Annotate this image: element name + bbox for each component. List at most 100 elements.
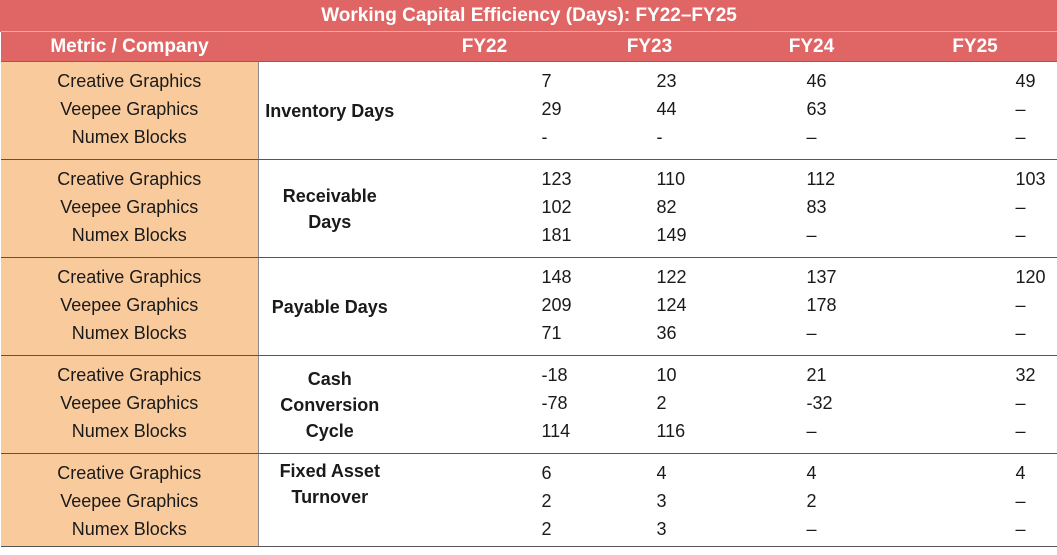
value: – [806, 421, 817, 441]
header-blank [258, 31, 401, 62]
company-name: Veepee Graphics [60, 197, 199, 217]
table-body: Creative Graphics Veepee Graphics Numex Bl… [0, 61, 1057, 547]
value: – [806, 323, 817, 343]
value: – [1015, 225, 1026, 245]
company-name: Veepee Graphics [60, 295, 199, 315]
value: – [806, 519, 817, 539]
metric-name: Payable Days [258, 257, 401, 356]
company-name: Numex Blocks [71, 519, 187, 539]
value: 63 [806, 99, 827, 119]
value-cell-fy24: 137 178 – [730, 257, 893, 356]
value: 123 [541, 169, 572, 189]
value: 120 [1015, 267, 1046, 287]
value: – [806, 127, 817, 147]
header-fy22: FY22 [400, 31, 569, 62]
value: 114 [541, 421, 571, 441]
value: -18 [541, 365, 568, 385]
value-cell-fy25: 103 – – [892, 159, 1057, 258]
value: – [1015, 393, 1026, 413]
value: 181 [541, 225, 572, 245]
value: – [1015, 197, 1026, 217]
value-cell-fy24: 112 83 – [730, 159, 893, 258]
value: 3 [656, 519, 667, 539]
value: 29 [541, 99, 562, 119]
company-name: Creative Graphics [57, 463, 202, 483]
value: 124 [656, 295, 687, 315]
value-cell-fy24: 4 2 – [730, 453, 893, 547]
value: 2 [806, 491, 817, 511]
value: – [1015, 519, 1026, 539]
value: 49 [1015, 71, 1036, 91]
table-row: Creative Graphics Veepee Graphics Numex Bl… [0, 61, 1057, 160]
value: 3 [656, 491, 667, 511]
value: – [1015, 491, 1026, 511]
company-names-cell: Creative Graphics Veepee Graphics Numex Bl… [0, 257, 259, 356]
value-cell-fy25: 49 – – [892, 61, 1057, 160]
value: 148 [541, 267, 572, 287]
value: 82 [656, 197, 677, 217]
value: 110 [656, 169, 686, 189]
value-cell-fy23: 122 124 36 [568, 257, 731, 356]
value: 2 [541, 491, 552, 511]
value: – [806, 225, 817, 245]
value: -32 [806, 393, 833, 413]
value: 32 [1015, 365, 1036, 385]
value: - [656, 127, 663, 147]
value: 83 [806, 197, 827, 217]
company-name: Numex Blocks [71, 127, 187, 147]
value-cell-fy23: 4 3 3 [568, 453, 731, 547]
value: 122 [656, 267, 687, 287]
table-row: Creative Graphics Veepee Graphics Numex Bl… [0, 159, 1057, 258]
value: 21 [806, 365, 827, 385]
value-cell-fy24: 46 63 – [730, 61, 893, 160]
value: 4 [656, 463, 667, 483]
metric-name: Receivable Days [258, 159, 401, 258]
value-cell-fy22: -18 -78 114 [400, 355, 571, 454]
company-names-cell: Creative Graphics Veepee Graphics Numex Bl… [0, 453, 259, 547]
company-name: Numex Blocks [71, 323, 187, 343]
value-cell-fy25: 120 – – [892, 257, 1057, 356]
header-metric-company: Metric / Company [0, 31, 259, 62]
value-cell-fy25: 4 – – [892, 453, 1057, 547]
table-row: Creative Graphics Veepee Graphics Numex Bl… [0, 257, 1057, 356]
company-name: Numex Blocks [71, 225, 187, 245]
table-title: Working Capital Efficiency (Days): FY22–… [0, 0, 1057, 32]
value: – [1015, 421, 1026, 441]
value: 46 [806, 71, 827, 91]
company-name: Veepee Graphics [60, 491, 199, 511]
value: 36 [656, 323, 677, 343]
value-cell-fy24: 21 -32 – [730, 355, 893, 454]
value: 137 [806, 267, 837, 287]
value: 149 [656, 225, 687, 245]
value: 209 [541, 295, 572, 315]
metric-name: Cash Conversion Cycle [258, 355, 401, 454]
value: 102 [541, 197, 572, 217]
table-row: Creative Graphics Veepee Graphics Numex Bl… [0, 355, 1057, 454]
value: 116 [656, 421, 686, 441]
value-cell-fy23: 110 82 149 [568, 159, 731, 258]
value: – [1015, 127, 1026, 147]
value: 4 [806, 463, 817, 483]
value: 2 [656, 393, 667, 413]
value: – [1015, 295, 1026, 315]
value: - [541, 127, 548, 147]
value-cell-fy22: 123 102 181 [400, 159, 572, 258]
value: – [1015, 323, 1026, 343]
value: 6 [541, 463, 552, 483]
value: 103 [1015, 169, 1046, 189]
metric-name: Inventory Days [258, 61, 401, 160]
header-fy23: FY23 [568, 31, 731, 62]
value: -78 [541, 393, 568, 413]
value: 10 [656, 365, 677, 385]
company-names-cell: Creative Graphics Veepee Graphics Numex Bl… [0, 61, 259, 160]
company-name: Creative Graphics [57, 71, 202, 91]
value-cell-fy22: 7 29 - [400, 61, 569, 160]
company-names-cell: Creative Graphics Veepee Graphics Numex Bl… [0, 159, 259, 258]
header-fy25: FY25 [892, 31, 1057, 62]
value-cell-fy23: 23 44 - [568, 61, 731, 160]
header-fy24: FY24 [730, 31, 893, 62]
company-names-cell: Creative Graphics Veepee Graphics Numex Bl… [0, 355, 259, 454]
company-name: Numex Blocks [71, 421, 187, 441]
value: – [1015, 99, 1026, 119]
value: 2 [541, 519, 552, 539]
